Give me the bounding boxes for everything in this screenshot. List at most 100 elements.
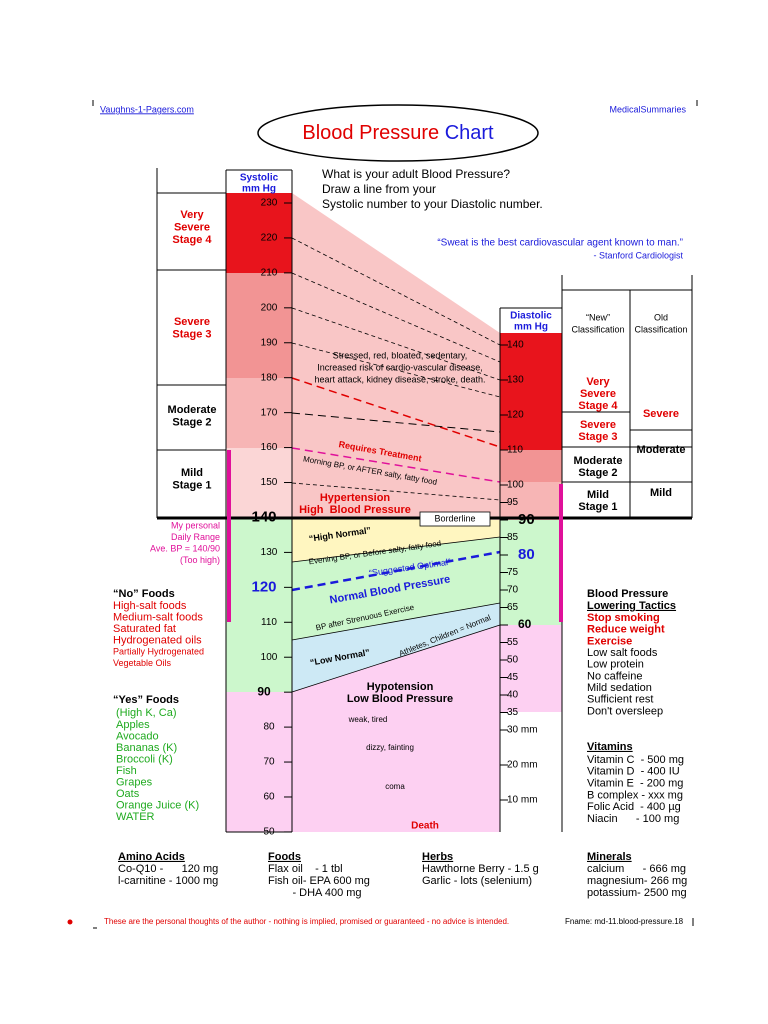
tick-label: 60 — [518, 617, 532, 631]
label: Draw a line from your — [322, 182, 436, 196]
label: Broccoli (K) — [116, 753, 173, 765]
label: Orange Juice (K) — [116, 799, 199, 811]
label: Stage 2 — [172, 416, 211, 428]
label: Classification — [571, 324, 624, 334]
zone — [292, 625, 500, 832]
label: Sufficient rest — [587, 694, 653, 706]
tick-label: 30 mm — [507, 725, 538, 736]
tick-label: 230 — [261, 198, 278, 209]
label: Hypertension — [320, 492, 391, 504]
label: Vitamins — [587, 741, 633, 753]
tick-label: 35 — [507, 707, 519, 718]
label: “Sweat is the best cardiovascular agent … — [437, 238, 683, 249]
tick-label: 110 — [261, 617, 277, 628]
label: No caffeine — [587, 670, 642, 682]
label: Exercise — [587, 635, 632, 647]
borderline-box — [419, 511, 491, 527]
label: Vegetable Oils — [113, 658, 172, 668]
label: High-salt foods — [113, 600, 187, 612]
tick-label: 100 — [261, 652, 278, 663]
label: Stage 4 — [172, 234, 212, 246]
label: Herbs — [422, 851, 453, 863]
label: Oats — [116, 788, 140, 800]
tick-label: 65 — [507, 602, 519, 613]
label: My personal — [171, 520, 220, 530]
label: Severe — [580, 388, 616, 400]
tick-label: 120 — [251, 578, 276, 595]
title-ellipse — [257, 104, 539, 162]
label: Vitamin D - 400 IU — [587, 766, 680, 778]
label: Stressed, red, bloated, sedentary, — [333, 350, 467, 360]
label: Mild — [650, 487, 672, 499]
label: magnesium- 266 mg — [587, 875, 687, 887]
label: Vitamin E - 200 mg — [587, 778, 683, 790]
title-accent: Chart — [445, 122, 494, 144]
label: “Yes” Foods — [113, 694, 179, 706]
label: Systolic — [240, 173, 279, 184]
label: Medium-salt foods — [113, 611, 203, 623]
guide-line — [291, 550, 501, 592]
label: calcium - 666 mg — [587, 863, 686, 875]
band — [500, 482, 562, 520]
title: Blood Pressure Chart — [302, 122, 494, 144]
tick-label: 55 — [507, 637, 519, 648]
bullet — [67, 919, 73, 925]
label: Stage 2 — [578, 467, 617, 479]
label: Hypotension — [367, 681, 434, 693]
tick-label: 150 — [261, 477, 278, 488]
label: Stage 1 — [172, 479, 211, 491]
tick-label: 90 — [257, 684, 271, 698]
label: Borderline — [434, 513, 475, 523]
range-bar — [227, 450, 231, 622]
label: Vitamin C - 500 mg — [587, 754, 684, 766]
label: (High K, Ca) — [116, 707, 177, 719]
band — [500, 333, 562, 450]
label: Stage 4 — [578, 400, 618, 412]
tick-label: 50 — [263, 827, 275, 838]
label: Don't oversleep — [587, 705, 663, 717]
tick-label: 45 — [507, 672, 519, 683]
tick-label: 70 — [263, 757, 275, 768]
band — [226, 692, 292, 832]
label: Death — [411, 821, 439, 832]
label: Garlic - lots (selenium) — [422, 875, 532, 887]
tick-label: 120 — [507, 410, 524, 421]
label: Folic Acid - 400 µg — [587, 801, 681, 813]
title-main: Blood Pressure — [302, 122, 439, 144]
label: WATER — [116, 811, 155, 823]
label: Niacin - 100 mg — [587, 813, 679, 825]
guide-line — [291, 342, 501, 398]
tick-label: 140 — [507, 340, 524, 351]
tick-label: 90 — [518, 511, 535, 528]
guide-line — [291, 307, 501, 381]
label: Daily Range — [171, 532, 220, 542]
label: Mild — [587, 489, 609, 501]
tick-label: 110 — [507, 445, 523, 456]
label: dizzy, fainting — [366, 743, 414, 752]
label: Old — [654, 312, 668, 322]
label: Severe — [174, 221, 210, 233]
label: Stage 3 — [172, 328, 211, 340]
label: Grapes — [116, 776, 153, 788]
label: High Blood Pressure — [299, 504, 411, 516]
label: weak, tired — [348, 715, 388, 724]
label: Co-Q10 - 120 mg — [118, 863, 218, 875]
zone — [292, 193, 500, 520]
label: Minerals — [587, 851, 632, 863]
guide-line — [291, 237, 501, 346]
guide-line — [291, 412, 501, 433]
band — [500, 520, 562, 625]
label: Moderate — [574, 455, 623, 467]
tick-label: 160 — [261, 442, 278, 453]
label: Stop smoking — [587, 612, 660, 624]
label: mm Hg — [514, 322, 548, 333]
tick-label: 100 — [507, 480, 524, 491]
label: Saturated fat — [113, 623, 176, 635]
label: Amino Acids — [118, 851, 185, 863]
label: potassium- 2500 mg — [587, 887, 687, 899]
tick-label: 130 — [261, 547, 278, 558]
tick-label: 200 — [261, 302, 278, 313]
label: Avocado — [116, 730, 159, 742]
label: Moderate — [168, 404, 217, 416]
